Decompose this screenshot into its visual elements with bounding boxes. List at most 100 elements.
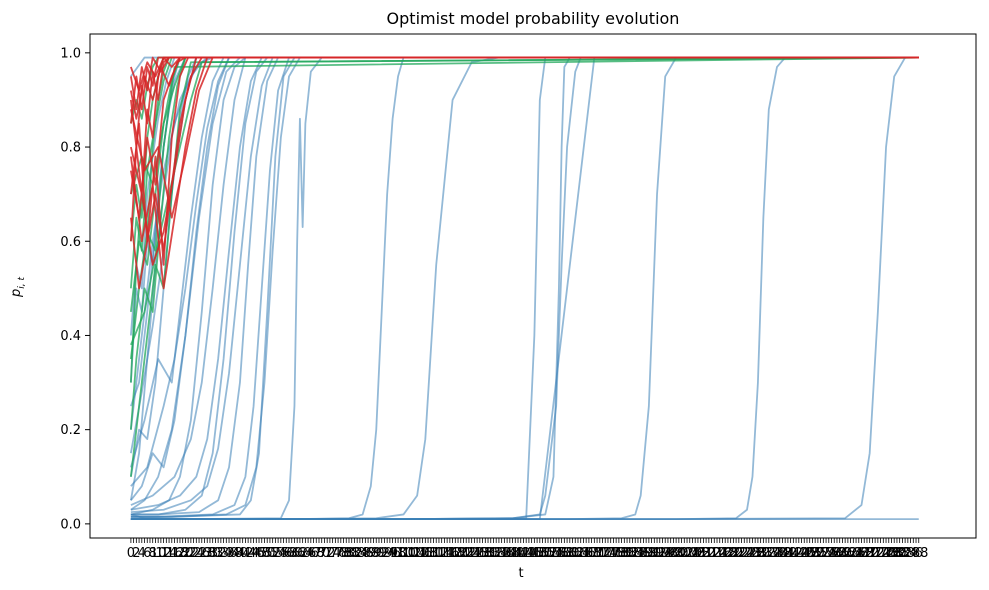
- x-tick-label: 10: [150, 546, 167, 561]
- x-tick-label: 100: [391, 546, 416, 561]
- x-tick-label: 236: [762, 546, 787, 561]
- x-tick-label: 138: [495, 546, 520, 561]
- x-tick-label: 288: [904, 546, 929, 561]
- x-tick-label: 148: [522, 546, 547, 561]
- y-tick-label: 0.6: [60, 235, 81, 250]
- x-tick-label: 46: [248, 546, 265, 561]
- x-tick-label: 132: [478, 546, 503, 561]
- x-tick-label: 224: [729, 546, 754, 561]
- x-tick-label: 190: [636, 546, 661, 561]
- x-tick-label: 212: [696, 546, 721, 561]
- series-line-red-46: [129, 56, 919, 266]
- x-tick-label: 268: [849, 546, 874, 561]
- x-tick-label: 210: [691, 546, 716, 561]
- x-tick-label: 222: [724, 546, 749, 561]
- series-line-red-52: [130, 56, 919, 92]
- x-tick-label: 122: [451, 546, 476, 561]
- x-tick-label: 214: [702, 546, 727, 561]
- x-tick-label: 232: [751, 546, 776, 561]
- x-tick-label: 162: [560, 546, 585, 561]
- x-tick-label: 254: [811, 546, 836, 561]
- x-tick-label: 182: [615, 546, 640, 561]
- x-tick-label: 128: [467, 546, 492, 561]
- series-line-blue-30: [130, 56, 919, 506]
- x-tick-label: 284: [893, 546, 918, 561]
- x-tick-label: 112: [424, 546, 449, 561]
- series-line-green-38: [129, 56, 919, 289]
- x-tick-label: 18: [172, 546, 189, 561]
- x-tick-label: 4: [138, 546, 146, 561]
- series-line-blue-17: [130, 56, 919, 516]
- series-line-red-43: [129, 56, 919, 124]
- series-line-blue-16: [130, 56, 919, 516]
- x-tick-label: 52: [264, 546, 281, 561]
- x-tick-label: 172: [587, 546, 612, 561]
- x-tick-label: 226: [735, 546, 760, 561]
- series-line-blue-20: [130, 56, 919, 518]
- x-tick-label: 280: [882, 546, 907, 561]
- x-tick-label: 88: [363, 546, 380, 561]
- y-tick-label: 0.0: [60, 517, 81, 532]
- x-tick-label: 58: [281, 546, 298, 561]
- x-tick-label: 178: [604, 546, 629, 561]
- x-tick-label: 32: [210, 546, 227, 561]
- x-tick-label: 244: [784, 546, 809, 561]
- y-tick-label: 1.0: [60, 46, 81, 61]
- series-line-red-49: [129, 56, 919, 290]
- x-tick-label: 30: [204, 546, 221, 561]
- series-line-blue-18: [130, 56, 919, 518]
- x-tick-label: 282: [887, 546, 912, 561]
- x-tick-label: 164: [566, 546, 591, 561]
- series-line-red-53: [130, 56, 919, 219]
- x-tick-label: 94: [379, 546, 396, 561]
- series-line-green-33: [129, 56, 919, 242]
- x-tick-label: 274: [865, 546, 890, 561]
- x-tick-label: 250: [800, 546, 825, 561]
- x-tick-label: 64: [297, 546, 314, 561]
- x-tick-label: 220: [718, 546, 743, 561]
- x-tick-label: 72: [319, 546, 336, 561]
- x-tick-label: 202: [669, 546, 694, 561]
- series-line-blue-24: [130, 56, 919, 487]
- series-line-blue-23: [130, 56, 919, 501]
- x-tick-label: 28: [199, 546, 216, 561]
- x-tick-label: 16: [166, 546, 183, 561]
- x-tick-label: 152: [533, 546, 558, 561]
- x-tick-label: 68: [308, 546, 325, 561]
- x-tick-label: 60: [286, 546, 303, 561]
- x-tick-label: 12: [155, 546, 172, 561]
- y-axis: 0.0 0.2 0.4 0.6 0.8 1.0: [60, 46, 90, 532]
- x-tick-label: 20: [177, 546, 194, 561]
- x-tick-label: 150: [527, 546, 552, 561]
- x-tick-label: 248: [795, 546, 820, 561]
- x-tick-label: 38: [226, 546, 243, 561]
- x-tick-label: 262: [833, 546, 858, 561]
- x-tick-label: 230: [745, 546, 770, 561]
- x-tick-label: 96: [384, 546, 401, 561]
- x-tick-label: 48: [253, 546, 270, 561]
- x-tick-label: 80: [341, 546, 358, 561]
- x-tick-label: 76: [330, 546, 347, 561]
- x-tick-label: 194: [647, 546, 672, 561]
- x-tick-label: 200: [664, 546, 689, 561]
- x-tick-label: 278: [876, 546, 901, 561]
- x-tick-label: 120: [446, 546, 471, 561]
- x-tick-label: 258: [822, 546, 847, 561]
- x-tick-label: 134: [484, 546, 509, 561]
- x-tick-label: 110: [418, 546, 443, 561]
- svg-text:pi, t: pi, t: [9, 277, 27, 298]
- x-tick-label: 180: [609, 546, 634, 561]
- x-tick-label: 78: [335, 546, 352, 561]
- x-tick-label: 62: [292, 546, 309, 561]
- x-tick-label: 154: [538, 546, 563, 561]
- y-tick-label: 0.2: [60, 423, 81, 438]
- series-line-blue-26: [130, 56, 919, 511]
- x-tick-label: 206: [680, 546, 705, 561]
- x-tick-label: 260: [827, 546, 852, 561]
- x-tick-label: 160: [555, 546, 580, 561]
- y-tick-label: 0.8: [60, 141, 81, 156]
- series-line-red-44: [130, 56, 919, 219]
- x-tick-label: 106: [407, 546, 432, 561]
- x-tick-label: 176: [598, 546, 623, 561]
